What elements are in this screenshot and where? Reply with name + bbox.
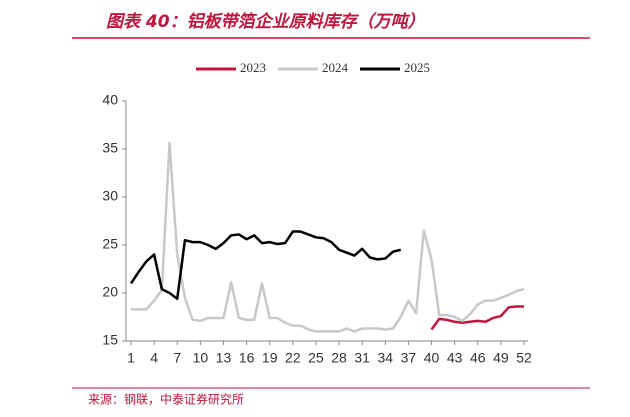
x-tick-label: 28 (331, 350, 347, 366)
y-tick-label: 40 (102, 92, 118, 108)
x-tick-label: 4 (150, 350, 158, 366)
x-tick-label: 37 (401, 350, 417, 366)
legend-label: 2023 (240, 60, 266, 75)
x-tick-label: 1 (127, 350, 135, 366)
x-tick-label: 16 (239, 350, 255, 366)
series-line (129, 230, 402, 301)
series-line (131, 141, 525, 333)
chart-title: 图表 40：铝板带箔企业原料库存（万吨） (106, 12, 425, 32)
x-tick-label: 19 (262, 350, 278, 366)
x-tick-label: 25 (308, 350, 324, 366)
y-tick-label: 35 (102, 140, 118, 156)
x-tick-label: 40 (424, 350, 440, 366)
y-tick-label: 20 (102, 284, 118, 300)
series-line (430, 305, 524, 331)
legend-label: 2024 (322, 60, 349, 75)
x-tick-label: 46 (470, 350, 486, 366)
x-tick-label: 31 (354, 350, 370, 366)
source: 来源：钢联，中泰证券研究所 (88, 392, 244, 407)
legend-label: 2025 (404, 60, 430, 75)
x-tick-label: 52 (516, 350, 532, 366)
y-tick-label: 30 (102, 188, 118, 204)
x-tick-label: 13 (216, 350, 232, 366)
x-tick-label: 22 (285, 350, 301, 366)
y-tick-label: 15 (102, 332, 118, 348)
x-tick-label: 10 (193, 350, 209, 366)
x-tick-label: 49 (493, 350, 509, 366)
x-tick-label: 7 (173, 350, 181, 366)
y-tick-label: 25 (102, 236, 118, 252)
x-tick-label: 34 (378, 350, 394, 366)
x-tick-label: 43 (447, 350, 463, 366)
